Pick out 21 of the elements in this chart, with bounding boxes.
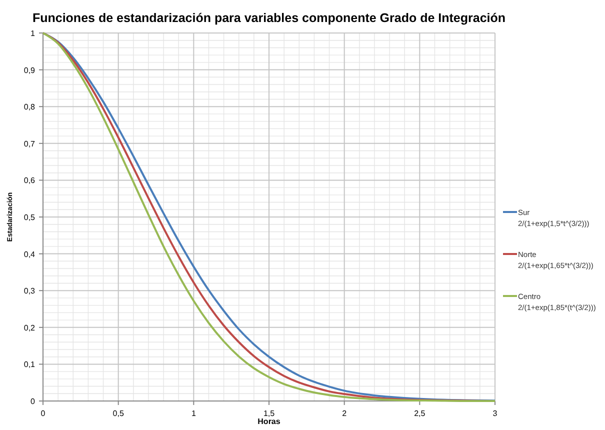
x-tick-label: 0,5 xyxy=(112,409,124,418)
y-tick-label: 0,2 xyxy=(24,323,36,332)
y-tick-label: 0,5 xyxy=(24,213,36,222)
x-axis-title: Horas xyxy=(258,417,281,426)
x-tick-label: 2,5 xyxy=(414,409,426,418)
y-tick-label: 0,8 xyxy=(24,102,36,112)
y-tick-label: 0,9 xyxy=(24,66,36,75)
y-tick-label: 0,3 xyxy=(24,286,36,296)
x-tick-label: 2 xyxy=(342,409,348,418)
x-tick-label: 1 xyxy=(191,409,196,418)
x-tick-label: 1,5 xyxy=(263,409,276,418)
y-tick-label: 0,7 xyxy=(24,139,36,148)
x-tick-label: 3 xyxy=(492,409,498,418)
y-tick-label: 0,1 xyxy=(24,360,36,370)
chart-title: Funciones de estandarización para variables componente Grado de Integración xyxy=(32,11,506,25)
y-tick-label: 0 xyxy=(30,397,36,406)
y-tick-label: 1 xyxy=(30,29,36,38)
y-tick-label: 0,6 xyxy=(24,176,36,186)
line-series xyxy=(42,32,496,402)
x-tick-label: 0 xyxy=(40,409,46,418)
y-tick-label: 0,4 xyxy=(24,250,36,259)
